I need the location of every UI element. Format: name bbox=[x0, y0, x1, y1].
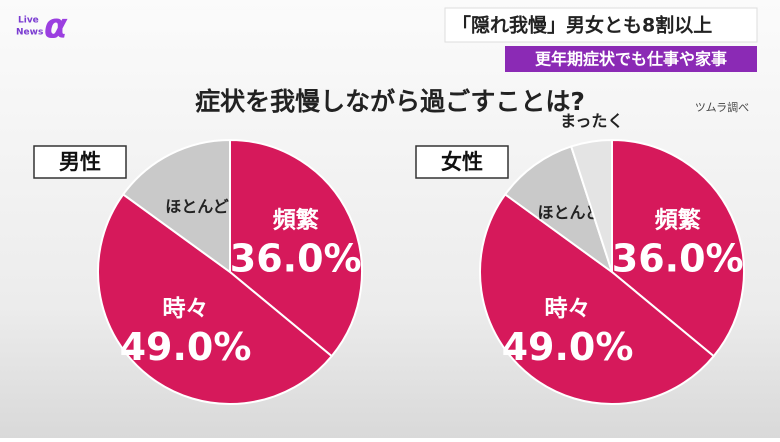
slice-label: 時々 bbox=[163, 296, 209, 322]
slice-label: ほとんど bbox=[538, 203, 602, 222]
value-label: 49.0% bbox=[120, 325, 252, 369]
slice-label: 頻繁 bbox=[655, 207, 702, 234]
pie-slice bbox=[479, 193, 716, 405]
subheadline-box bbox=[505, 46, 757, 72]
slice-label: 頻繁 bbox=[273, 207, 320, 234]
logo-text: News bbox=[16, 28, 43, 38]
value-label: 49.0% bbox=[502, 325, 634, 369]
pie-slice bbox=[569, 138, 613, 273]
subheadline: 更年期症状でも仕事や家事 bbox=[535, 50, 727, 69]
pie-slice bbox=[97, 193, 334, 405]
pie-slice bbox=[503, 145, 614, 275]
source: ツムラ調べ bbox=[695, 100, 749, 114]
chart-title: 男性 bbox=[59, 150, 101, 174]
value-label: 36.0% bbox=[612, 237, 744, 281]
headline: 「隠れ我慢」男女とも8割以上 bbox=[452, 14, 712, 37]
pie-slice bbox=[611, 138, 745, 358]
slice-label: まったく bbox=[560, 112, 623, 131]
logo-text: Live bbox=[18, 16, 39, 26]
pie-slice bbox=[229, 138, 363, 358]
question: 症状を我慢しながら過ごすことは? bbox=[195, 87, 585, 116]
slice-label: ほとんど bbox=[165, 197, 229, 216]
value-label: 36.0% bbox=[230, 237, 362, 281]
slice-label: 時々 bbox=[545, 296, 591, 322]
chart-title-box bbox=[415, 145, 509, 179]
chart-title-box bbox=[33, 145, 127, 179]
logo-mark: α bbox=[44, 7, 68, 47]
pie-slice bbox=[121, 138, 231, 274]
headline-box bbox=[444, 7, 758, 43]
chart-title: 女性 bbox=[441, 150, 483, 174]
